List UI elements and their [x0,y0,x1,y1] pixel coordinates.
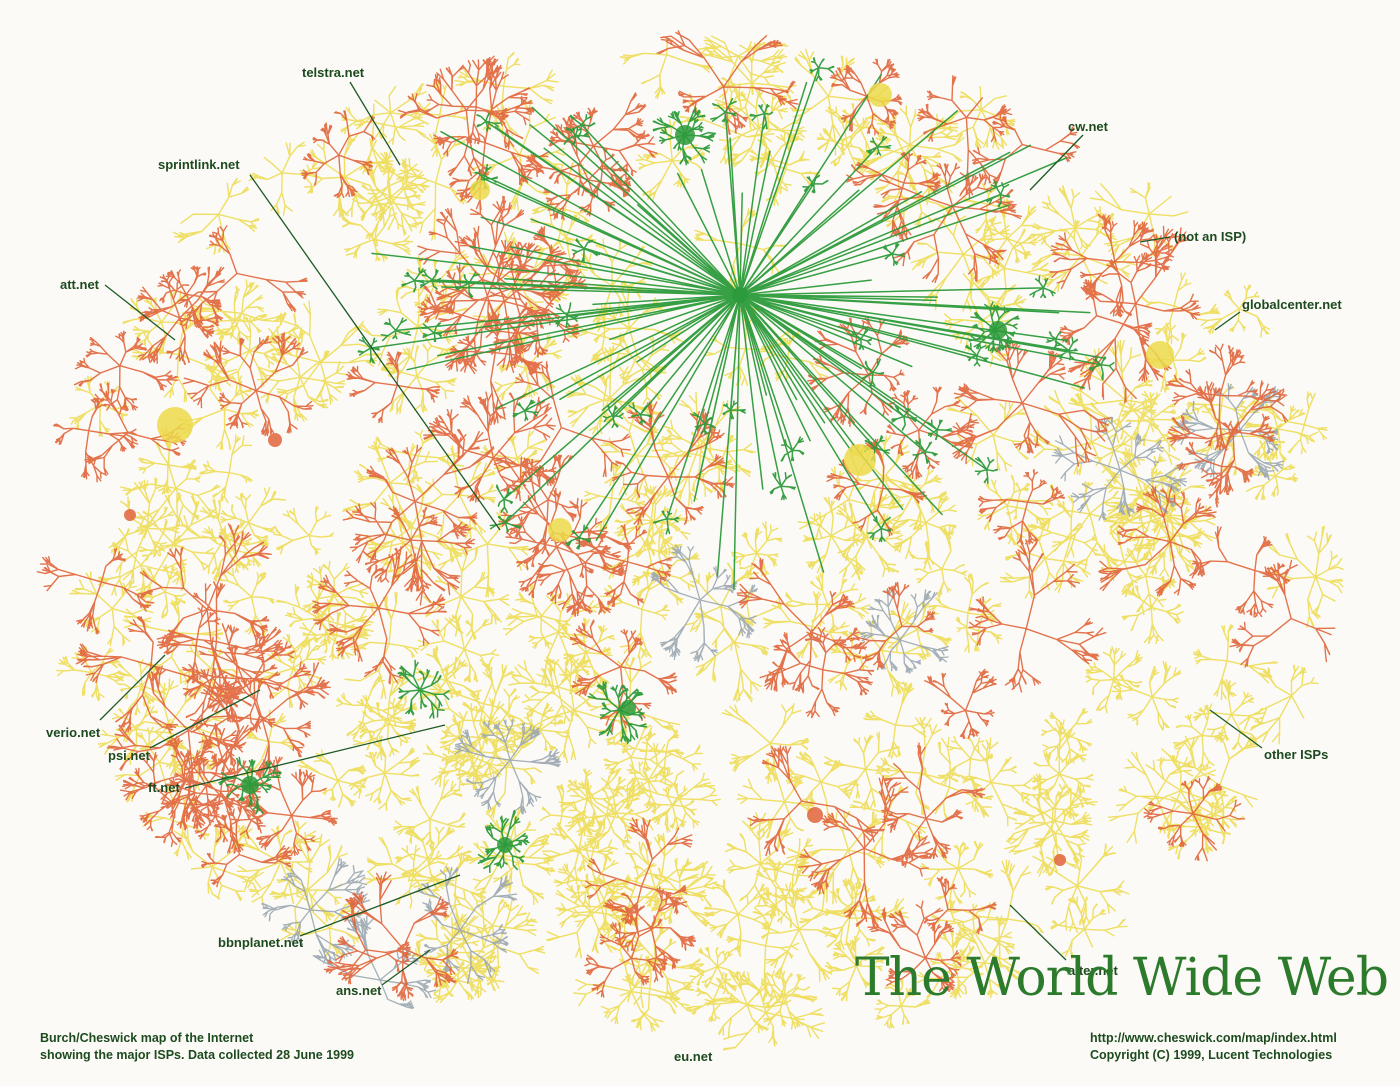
orange-node-cluster [124,509,136,521]
label-leader-line [1029,134,1084,191]
label-leader-line [349,81,401,166]
label-other-isps: other ISPs [1264,747,1329,762]
label-cw: cw.net [1068,119,1108,134]
label-leader-line [149,689,261,749]
label-leader-line [381,949,431,986]
label-globalcenter: globalcenter.net [1242,297,1342,312]
green-node-cluster [497,837,513,853]
label-ft: ft.net [148,780,180,795]
label-leader-line [99,654,166,721]
label-verio: verio.net [46,725,101,740]
label-leader-line [104,284,176,341]
label-leader-line [299,874,461,937]
label-alter: alter.net [1068,963,1118,978]
green-node-cluster [241,776,259,794]
label-ans: ans.net [336,983,382,998]
label-leader-line [249,174,501,531]
orange-node-cluster [1054,854,1066,866]
caption-left: Burch/Cheswick map of the Internet showi… [40,1030,354,1064]
caption-left-line1: Burch/Cheswick map of the Internet [40,1031,254,1045]
green-node-cluster [620,700,636,716]
caption-left-line2: showing the major ISPs. Data collected 2… [40,1048,355,1062]
label-eu: eu.net [674,1049,713,1064]
label-sprintlink: sprintlink.net [158,157,240,172]
caption-right-line2: Copyright (C) 1999, Lucent Technologies [1090,1048,1333,1062]
green-node-cluster [732,287,748,303]
green-node-cluster [989,321,1007,339]
orange-node-cluster [807,807,823,823]
caption-right-line1: http://www.cheswick.com/map/index.html [1090,1031,1337,1045]
orange-node-cluster [268,433,282,447]
green-node-cluster [675,125,695,145]
yellow-node-cluster [868,83,892,107]
label-leader-line [184,724,446,789]
map-title: The World Wide Web [854,948,1389,1008]
yellow-node-cluster [1146,341,1174,369]
yellow-node-cluster [844,444,876,476]
label-bbnplanet: bbnplanet.net [218,935,304,950]
label-telstra: telstra.net [302,65,365,80]
label-att: att.net [60,277,99,292]
yellow-node-cluster [548,518,572,542]
green-network-links [218,57,1115,874]
yellow-node-cluster [157,407,193,443]
label-not-an-isp: (not an ISP) [1174,229,1247,244]
label-psi: psi.net [108,748,150,763]
label-leader-line [1214,311,1241,331]
label-leader-line [1139,236,1171,243]
yellow-node-cluster [470,180,490,200]
label-leader-line [1209,709,1263,749]
grey-network-links [261,383,1284,1010]
yellow-network-links [56,35,1344,1051]
label-leader-line [1009,904,1067,961]
caption-right: http://www.cheswick.com/map/index.html C… [1090,1030,1337,1064]
